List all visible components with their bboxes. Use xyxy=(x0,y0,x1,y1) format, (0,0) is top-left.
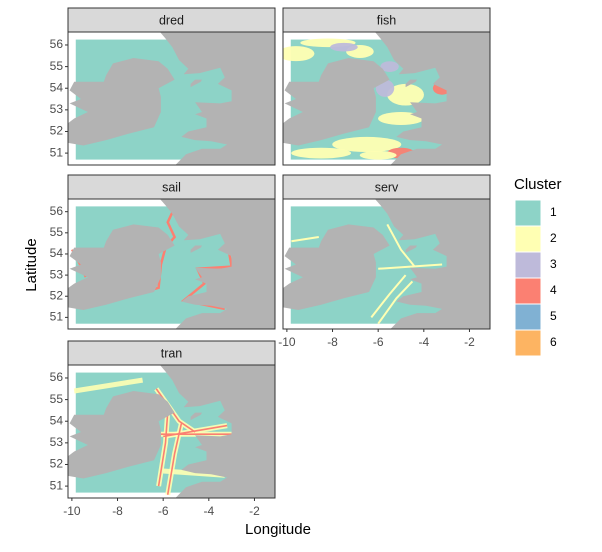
legend-label: 5 xyxy=(550,309,557,323)
land xyxy=(68,224,175,310)
x-tick-label: -8 xyxy=(112,504,123,518)
map xyxy=(68,32,275,165)
y-axis-title: Latitude xyxy=(23,238,40,291)
cluster-line xyxy=(157,412,169,487)
strip-label: sail xyxy=(162,180,181,194)
panel-border xyxy=(67,364,276,499)
legend-label: 2 xyxy=(550,231,557,245)
y-tick-label: 53 xyxy=(50,102,64,116)
y-tick-label: 53 xyxy=(50,267,64,281)
legend-title: Cluster xyxy=(514,176,562,193)
cluster-patch xyxy=(387,83,424,106)
land xyxy=(190,79,202,88)
cluster-patch xyxy=(332,136,402,153)
panel: sail 51 52 53 54 55 56 xyxy=(50,174,276,330)
cluster-line xyxy=(386,223,416,268)
panel-border xyxy=(282,31,491,166)
land xyxy=(159,365,275,498)
x-tick-label: -4 xyxy=(203,504,214,518)
y-tick-label: 54 xyxy=(50,80,64,94)
cluster-patch xyxy=(380,61,399,73)
strip xyxy=(282,7,491,33)
land xyxy=(374,32,490,165)
cluster-line xyxy=(377,280,414,325)
land xyxy=(374,199,490,329)
cluster-patch xyxy=(291,147,352,159)
legend-label: 4 xyxy=(550,283,557,297)
x-tick-label: -4 xyxy=(418,335,429,349)
cluster-patch xyxy=(377,112,424,125)
map xyxy=(283,32,490,165)
legend-key xyxy=(514,251,542,279)
x-tick-label: -2 xyxy=(464,335,475,349)
y-tick-label: 52 xyxy=(50,124,64,138)
strip xyxy=(282,174,491,200)
land xyxy=(190,245,202,253)
y-tick-label: 52 xyxy=(50,457,64,471)
y-tick-label: 55 xyxy=(50,59,64,73)
cluster-line xyxy=(291,236,319,243)
panel-border xyxy=(67,198,276,330)
y-tick-label: 56 xyxy=(50,37,64,51)
y-tick-label: 56 xyxy=(50,204,64,218)
y-tick-label: 55 xyxy=(50,225,64,239)
legend-label: 3 xyxy=(550,257,557,271)
land xyxy=(283,58,390,146)
strip xyxy=(67,7,276,33)
y-tick-label: 52 xyxy=(50,288,64,302)
cluster-line xyxy=(73,377,143,394)
land xyxy=(159,199,275,329)
cluster-patch xyxy=(283,46,315,62)
y-tick-label: 55 xyxy=(50,392,64,406)
legend-label: 6 xyxy=(550,335,557,349)
panel: tran 51 52 53 54 55 56 -10 -8 -6 -4 -2 xyxy=(50,340,276,518)
cluster-line xyxy=(370,274,407,319)
x-tick-label: -10 xyxy=(63,504,81,518)
legend-key xyxy=(514,225,542,253)
x-tick-label: -10 xyxy=(278,335,296,349)
legend-key xyxy=(514,329,542,357)
legend-key xyxy=(514,277,542,305)
panel-border xyxy=(282,198,491,330)
y-tick-label: 51 xyxy=(50,310,64,324)
map xyxy=(68,199,275,329)
map xyxy=(68,365,275,498)
y-tick-label: 56 xyxy=(50,370,64,384)
x-tick-label: -6 xyxy=(373,335,384,349)
land xyxy=(68,58,175,146)
y-tick-label: 54 xyxy=(50,246,64,260)
strip-label: dred xyxy=(159,13,184,27)
cluster-patch xyxy=(330,42,358,52)
legend-key xyxy=(514,199,542,227)
land xyxy=(190,412,202,421)
strip-label: serv xyxy=(375,180,399,194)
x-tick-label: -8 xyxy=(327,335,338,349)
land xyxy=(283,224,390,310)
y-tick-label: 51 xyxy=(50,478,64,492)
land xyxy=(405,245,417,253)
y-tick-label: 51 xyxy=(50,145,64,159)
panel: dred 51 52 53 54 55 56 xyxy=(50,7,276,166)
land xyxy=(159,32,275,165)
y-tick-label: 53 xyxy=(50,435,64,449)
x-axis-title: Longitude xyxy=(245,521,311,538)
strip-label: tran xyxy=(161,346,183,360)
panel-border xyxy=(67,31,276,166)
cluster-line xyxy=(378,263,443,270)
legend-label: 1 xyxy=(550,205,557,219)
panel: fish xyxy=(282,7,491,166)
panel: serv -10 -8 -6 -4 -2 xyxy=(278,174,491,349)
land xyxy=(405,79,417,88)
land xyxy=(68,391,175,479)
y-tick-label: 54 xyxy=(50,413,64,427)
strip-label: fish xyxy=(377,13,397,27)
x-tick-label: -2 xyxy=(249,504,260,518)
map xyxy=(283,199,490,329)
legend-key xyxy=(514,303,542,331)
cluster-patch xyxy=(359,150,397,160)
x-tick-label: -6 xyxy=(158,504,169,518)
